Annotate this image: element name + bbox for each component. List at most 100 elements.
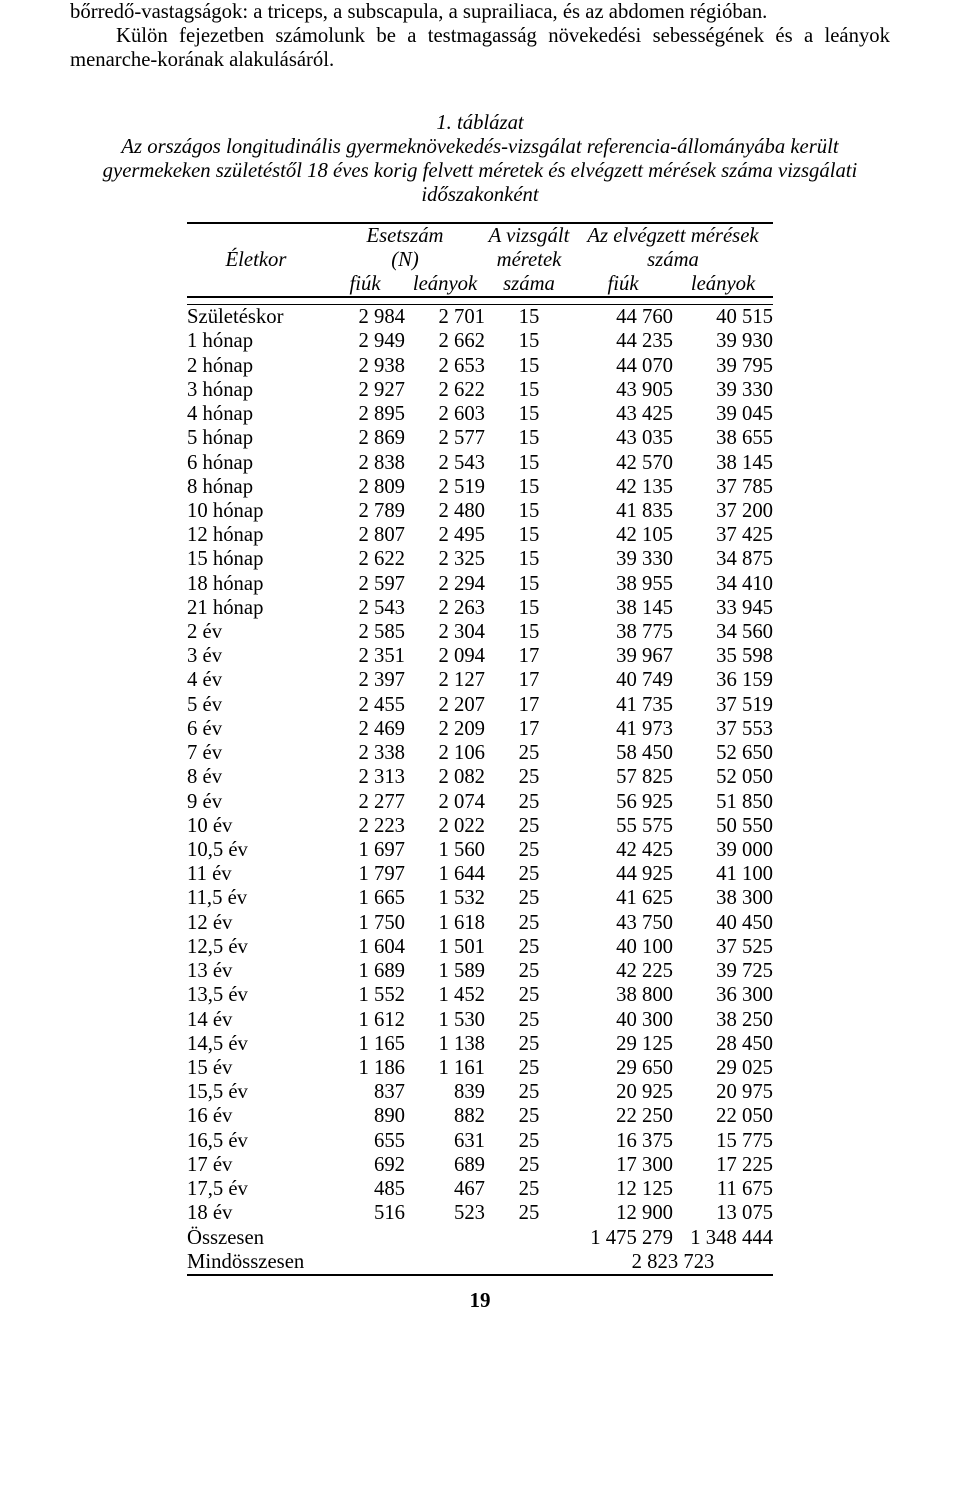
table-row: 8 év2 3132 0822557 82552 050 [187,765,773,789]
cell-age: 4 év [187,668,325,692]
cell-boys-total: 44 760 [573,305,673,330]
cell-measures: 25 [485,886,573,910]
cell-boys-total: 41 735 [573,693,673,717]
cell-girls-n: 1 560 [405,838,485,862]
table-row: 12 hónap2 8072 4951542 10537 425 [187,523,773,547]
cell-girls-n: 1 589 [405,959,485,983]
cell-girls-n: 2 082 [405,765,485,789]
cell-age: 10 hónap [187,499,325,523]
cell-girls-total: 38 300 [673,886,773,910]
page-number: 19 [70,1288,890,1313]
cell-girls-n: 1 452 [405,983,485,1007]
row-mindosszesen: Mindösszesen2 823 723 [187,1250,773,1275]
cell-boys-n: 1 697 [325,838,405,862]
intro-block: bőrredő-vastagságok: a triceps, a subsca… [70,0,890,73]
intro-line-1: bőrredő-vastagságok: a triceps, a subsca… [70,0,890,24]
cell-boys-total: 16 375 [573,1129,673,1153]
cell-boys-n: 1 750 [325,911,405,935]
cell-girls-n: 2 304 [405,620,485,644]
cell-boys-n: 2 895 [325,402,405,426]
cell-measures: 15 [485,596,573,620]
cell-age: 15,5 év [187,1080,325,1104]
table-row: 18 hónap2 5972 2941538 95534 410 [187,572,773,596]
cell-girls-n: 2 127 [405,668,485,692]
cell-boys-total: 41 973 [573,717,673,741]
table-head: Életkor Esetszám A vizsgált Az elvégzett… [187,223,773,298]
cell-girls-n: 2 022 [405,814,485,838]
cell-girls-n: 2 207 [405,693,485,717]
table-row: 16,5 év6556312516 37515 775 [187,1129,773,1153]
cell-girls-n: 2 294 [405,572,485,596]
cell-osszesen-boys: 1 475 279 [573,1226,673,1250]
col-leanyok-2: leányok [673,272,773,297]
col-szama: száma [485,272,573,297]
cell-boys-n: 2 597 [325,572,405,596]
cell-girls-total: 20 975 [673,1080,773,1104]
table-row: 6 hónap2 8382 5431542 57038 145 [187,451,773,475]
cell-girls-total: 17 225 [673,1153,773,1177]
cell-measures: 15 [485,426,573,450]
cell-boys-total: 42 225 [573,959,673,983]
cell-girls-total: 50 550 [673,814,773,838]
cell-girls-n: 2 325 [405,547,485,571]
table-row: 14,5 év1 1651 1382529 12528 450 [187,1032,773,1056]
cell-measures: 17 [485,717,573,741]
cell-boys-n: 516 [325,1201,405,1225]
table-row: 15,5 év8378392520 92520 975 [187,1080,773,1104]
table-row: Születéskor2 9842 7011544 76040 515 [187,305,773,330]
cell-boys-total: 40 749 [573,668,673,692]
cell-girls-total: 34 560 [673,620,773,644]
cell-boys-n: 2 469 [325,717,405,741]
cell-measures: 25 [485,1177,573,1201]
cell-girls-total: 39 045 [673,402,773,426]
table-row: 9 év2 2772 0742556 92551 850 [187,790,773,814]
cell-girls-n: 2 495 [405,523,485,547]
table-row: 4 hónap2 8952 6031543 42539 045 [187,402,773,426]
table-row: 14 év1 6121 5302540 30038 250 [187,1008,773,1032]
cell-measures: 17 [485,668,573,692]
cell-girls-n: 2 106 [405,741,485,765]
cell-measures: 15 [485,547,573,571]
cell-boys-total: 42 105 [573,523,673,547]
cell-measures: 15 [485,354,573,378]
cell-boys-n: 2 455 [325,693,405,717]
cell-measures: 25 [485,741,573,765]
cell-age: 8 év [187,765,325,789]
cell-age: 10 év [187,814,325,838]
table-row: 13 év1 6891 5892542 22539 725 [187,959,773,983]
cell-boys-total: 41 625 [573,886,673,910]
cell-girls-n: 2 653 [405,354,485,378]
cell-age: 14 év [187,1008,325,1032]
cell-measures: 25 [485,765,573,789]
cell-boys-n: 2 949 [325,329,405,353]
cell-age: 12,5 év [187,935,325,959]
cell-girls-n: 1 138 [405,1032,485,1056]
cell-boys-total: 29 650 [573,1056,673,1080]
cell-age: 4 hónap [187,402,325,426]
cell-boys-total: 38 800 [573,983,673,1007]
table-row: 17,5 év4854672512 12511 675 [187,1177,773,1201]
cell-boys-total: 40 100 [573,935,673,959]
row-osszesen: Összesen1 475 2791 348 444 [187,1226,773,1250]
col-esetszam-sub: (N) [325,248,485,272]
page: bőrredő-vastagságok: a triceps, a subsca… [0,0,960,1353]
cell-age: 5 hónap [187,426,325,450]
table-row: 10,5 év1 6971 5602542 42539 000 [187,838,773,862]
cell-measures: 25 [485,1056,573,1080]
cell-boys-total: 38 955 [573,572,673,596]
data-table: Életkor Esetszám A vizsgált Az elvégzett… [187,222,773,1276]
cell-girls-total: 40 515 [673,305,773,330]
table-row: 5 hónap2 8692 5771543 03538 655 [187,426,773,450]
cell-measures: 15 [485,475,573,499]
cell-girls-n: 2 622 [405,378,485,402]
cell-girls-n: 1 161 [405,1056,485,1080]
cell-girls-n: 1 501 [405,935,485,959]
cell-boys-total: 42 425 [573,838,673,862]
cell-boys-total: 12 125 [573,1177,673,1201]
cell-girls-n: 2 577 [405,426,485,450]
col-age-header: Életkor [187,223,325,298]
table-row: 12,5 év1 6041 5012540 10037 525 [187,935,773,959]
cell-age: 10,5 év [187,838,325,862]
cell-girls-total: 40 450 [673,911,773,935]
cell-boys-n: 1 604 [325,935,405,959]
